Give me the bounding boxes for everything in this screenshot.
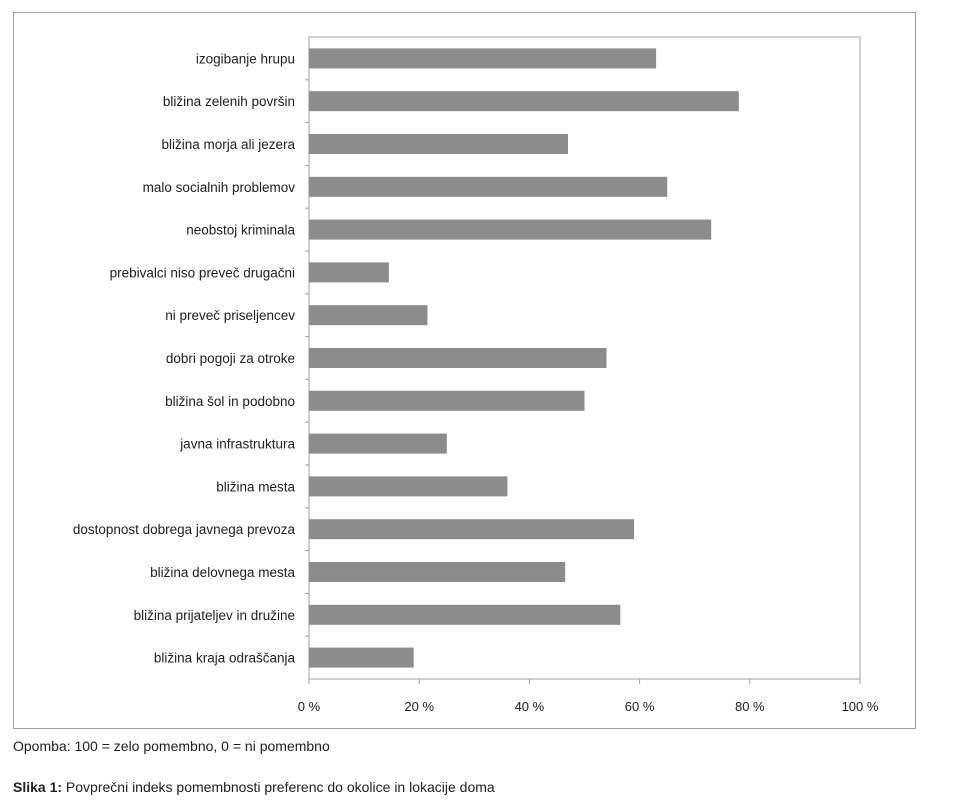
x-tick-label: 40 %: [515, 699, 545, 714]
bar: [309, 219, 712, 240]
caption-text: Povprečni indeks pomembnosti preferenc d…: [62, 779, 495, 795]
category-label: dobri pogoji za otroke: [166, 351, 295, 366]
bar: [309, 134, 568, 154]
bar: [309, 91, 739, 112]
x-tick-label: 20 %: [404, 699, 434, 714]
bar: [309, 176, 668, 197]
figure-caption: Slika 1: Povprečni indeks pomembnosti pr…: [13, 779, 495, 795]
category-label: neobstoj kriminala: [186, 223, 295, 238]
category-label: bližina zelenih površin: [163, 94, 295, 109]
x-axis-ticks: 0 % 20 % 40 % 60 % 80 % 100 %: [298, 679, 879, 714]
chart-note: Opomba: 100 = zelo pomembno, 0 = ni pome…: [13, 738, 330, 754]
category-label: bližina morja ali jezera: [161, 137, 295, 152]
category-label: izogibanje hrupu: [196, 51, 295, 66]
bar: [309, 262, 389, 283]
bar: [309, 647, 414, 668]
category-label: bližina prijateljev in družine: [134, 608, 295, 623]
category-label: prebivalci niso preveč drugačni: [110, 265, 295, 280]
x-tick-label: 100 %: [842, 699, 879, 714]
bar: [309, 48, 657, 69]
x-tick-label: 60 %: [625, 699, 655, 714]
bar: [309, 476, 508, 497]
category-label: bližina šol in podobno: [165, 394, 295, 409]
y-axis-ticks: [305, 79, 309, 637]
category-label: dostopnost dobrega javnega prevoza: [73, 522, 296, 537]
category-label: javna infrastruktura: [179, 437, 295, 452]
bar: [309, 519, 635, 540]
bars-group: [309, 48, 739, 668]
x-tick-label: 0 %: [298, 699, 321, 714]
bar: [309, 604, 621, 625]
bar: [309, 348, 607, 368]
category-label: ni preveč priseljencev: [165, 308, 295, 323]
category-labels: izogibanje hrupu bližina zelenih površin b…: [73, 51, 296, 665]
category-label: malo socialnih problemov: [143, 180, 296, 195]
bar: [309, 562, 566, 582]
caption-prefix: Slika 1:: [13, 779, 63, 795]
category-label: bližina delovnega mesta: [150, 565, 295, 580]
category-label: bližina kraja odraščanja: [154, 651, 296, 666]
bar: [309, 433, 447, 454]
bar: [309, 305, 428, 326]
x-tick-label: 80 %: [735, 699, 765, 714]
bar: [309, 390, 585, 411]
category-label: bližina mesta: [216, 479, 295, 494]
